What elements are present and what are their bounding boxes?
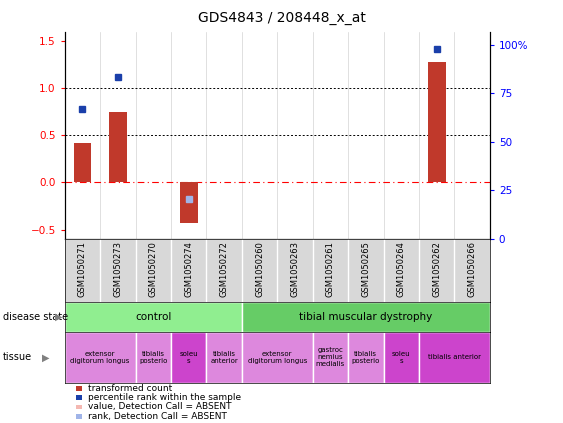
Text: tibialis
anterior: tibialis anterior (210, 351, 238, 364)
Text: gastroc
nemius
medialis: gastroc nemius medialis (316, 347, 345, 368)
Bar (419, 332, 490, 383)
Text: control: control (135, 312, 172, 322)
Text: value, Detection Call = ABSENT: value, Detection Call = ABSENT (88, 402, 231, 412)
Bar (348, 332, 383, 383)
Text: soleu
s: soleu s (392, 351, 410, 364)
Text: ▶: ▶ (55, 312, 62, 322)
Text: disease state: disease state (3, 312, 68, 322)
Bar (207, 332, 242, 383)
Text: ▶: ▶ (42, 352, 50, 363)
Text: soleu
s: soleu s (180, 351, 198, 364)
Text: GSM1050262: GSM1050262 (432, 241, 441, 297)
Text: tibialis
posterio: tibialis posterio (352, 351, 380, 364)
Text: tibial muscular dystrophy: tibial muscular dystrophy (299, 312, 432, 322)
Text: GSM1050272: GSM1050272 (220, 241, 229, 297)
Bar (74, 143, 91, 182)
Text: tibialis
posterio: tibialis posterio (139, 351, 167, 364)
Text: transformed count: transformed count (88, 384, 172, 393)
Text: tissue: tissue (3, 352, 32, 363)
Text: tibialis anterior: tibialis anterior (428, 354, 481, 360)
Text: rank, Detection Call = ABSENT: rank, Detection Call = ABSENT (88, 412, 227, 421)
Text: GSM1050265: GSM1050265 (361, 241, 370, 297)
Bar (171, 332, 207, 383)
Bar (136, 332, 171, 383)
Text: GSM1050271: GSM1050271 (78, 241, 87, 297)
Text: GSM1050264: GSM1050264 (397, 241, 406, 297)
Bar (109, 112, 127, 182)
Text: GSM1050263: GSM1050263 (291, 241, 300, 297)
Bar (65, 302, 242, 332)
Text: GSM1050261: GSM1050261 (326, 241, 335, 297)
Bar (180, 182, 198, 223)
Text: extensor
digitorum longus: extensor digitorum longus (248, 351, 307, 364)
Bar (65, 332, 136, 383)
Text: GSM1050266: GSM1050266 (468, 241, 477, 297)
Text: extensor
digitorum longus: extensor digitorum longus (70, 351, 130, 364)
Text: GSM1050270: GSM1050270 (149, 241, 158, 297)
Bar (383, 332, 419, 383)
Bar (312, 332, 348, 383)
Text: GSM1050274: GSM1050274 (184, 241, 193, 297)
Text: percentile rank within the sample: percentile rank within the sample (88, 393, 241, 402)
Text: GDS4843 / 208448_x_at: GDS4843 / 208448_x_at (198, 11, 365, 25)
Text: GSM1050273: GSM1050273 (113, 241, 122, 297)
Bar (242, 332, 312, 383)
Bar (428, 62, 445, 182)
Bar (242, 302, 490, 332)
Text: GSM1050260: GSM1050260 (255, 241, 264, 297)
